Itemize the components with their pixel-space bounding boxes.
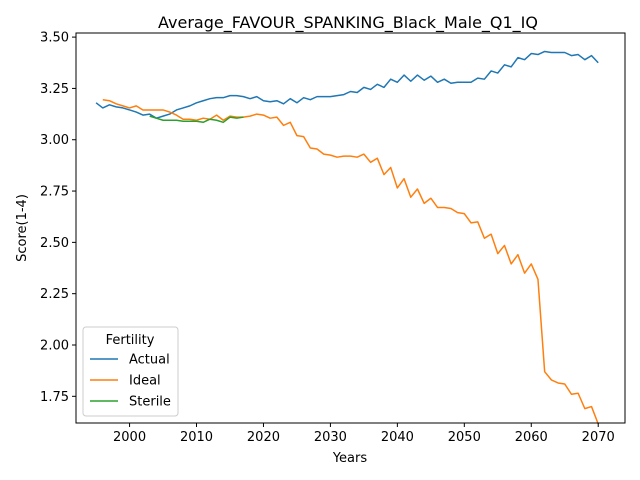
x-tick-label: 2010: [180, 430, 213, 445]
chart-title: Average_FAVOUR_SPANKING_Black_Male_Q1_IQ: [158, 13, 538, 33]
legend-title: Fertility: [106, 333, 155, 348]
plot-frame: [75, 32, 626, 424]
legend-label-actual: Actual: [129, 353, 170, 368]
series-line-sterile: [149, 115, 244, 124]
legend-box: [82, 326, 179, 417]
x-tick-label: 2070: [582, 430, 615, 445]
legend-label-sterile: Sterile: [129, 395, 171, 410]
x-tick-label: 2040: [381, 430, 414, 445]
x-tick-label: 2000: [113, 430, 146, 445]
y-tick-label: 3.25: [40, 82, 69, 97]
y-tick-label: 2.25: [40, 287, 69, 302]
legend-label-ideal: Ideal: [129, 374, 161, 389]
legend-entries: Actual Ideal Sterile: [90, 353, 171, 410]
y-tick-label: 2.75: [40, 185, 69, 200]
legend: Fertility Actual Ideal Sterile: [82, 326, 179, 417]
x-tick-label: 2050: [448, 430, 481, 445]
y-axis-label: Score(1-4): [15, 194, 30, 262]
x-tick-label: 2030: [314, 430, 347, 445]
y-tick-label: 2.00: [40, 339, 69, 354]
series-layer: [95, 50, 599, 425]
y-axis: 1.75 2.00 2.25 2.50 2.75 3.00 3.25 3.50: [40, 31, 76, 405]
x-tick-label: 2020: [247, 430, 280, 445]
y-tick-label: 3.50: [40, 31, 69, 46]
series-line-actual: [95, 50, 599, 119]
y-tick-label: 2.50: [40, 236, 69, 251]
y-tick-label: 1.75: [40, 390, 69, 405]
x-tick-label: 2060: [515, 430, 548, 445]
series-line-ideal: [102, 98, 599, 425]
x-axis-label: Years: [332, 451, 368, 466]
x-axis: 2000 2010 2020 2030 2040 2050 2060 2070: [113, 423, 615, 445]
y-tick-label: 3.00: [40, 133, 69, 148]
